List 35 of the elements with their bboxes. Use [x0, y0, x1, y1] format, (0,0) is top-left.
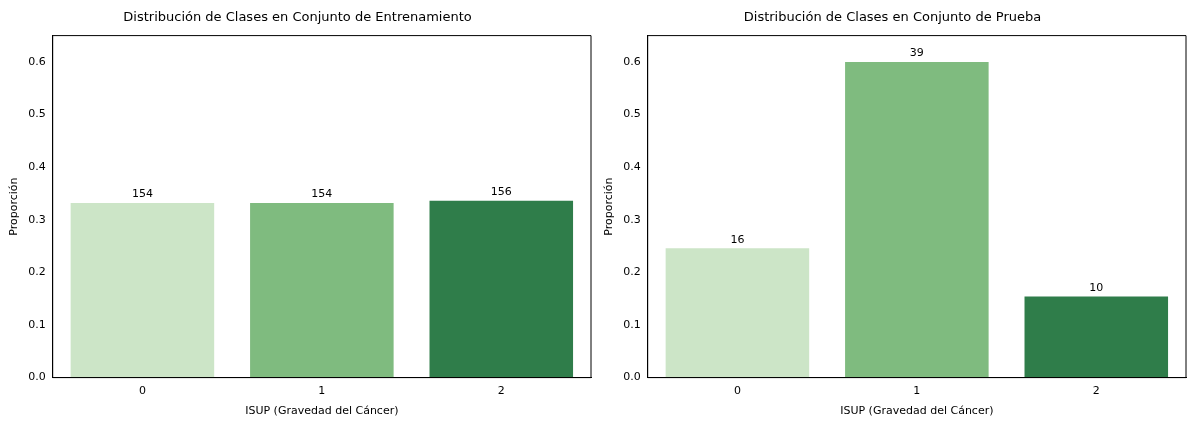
- annotation: 154: [311, 187, 333, 201]
- x-axis-title: ISUP (Gravedad del Cáncer): [840, 404, 994, 418]
- x-axis-title: ISUP (Gravedad del Cáncer): [245, 404, 399, 418]
- annotation: 156: [490, 185, 512, 199]
- y-tick-label: 0.0: [623, 370, 641, 384]
- bar: [845, 61, 989, 378]
- annotation: 154: [131, 187, 153, 201]
- y-tick-label: 0.3: [28, 212, 46, 226]
- x-tick-label: 1: [318, 384, 326, 398]
- chart-title: Distribución de Clases en Conjunto de Prueba: [743, 9, 1042, 25]
- annotation: 39: [909, 46, 924, 60]
- y-tick-label: 0.0: [28, 370, 46, 384]
- y-axis-title: Proporción: [602, 177, 616, 236]
- y-tick-label: 0.6: [28, 54, 46, 68]
- x-tick-label: 0: [138, 384, 146, 398]
- bar: [1024, 296, 1169, 378]
- annotation: 10: [1089, 280, 1104, 294]
- x-tick-label: 1: [913, 384, 921, 398]
- x-tick-label: 2: [1092, 384, 1100, 398]
- y-tick-label: 0.2: [623, 265, 641, 279]
- y-axis-title: Proporción: [7, 177, 21, 236]
- y-tick-label: 0.5: [623, 107, 641, 121]
- y-tick-label: 0.1: [623, 317, 641, 331]
- y-tick-label: 0.6: [623, 54, 641, 68]
- y-tick-label: 0.3: [623, 212, 641, 226]
- y-tick-label: 0.4: [623, 160, 641, 173]
- chart-title: Distribución de Clases en Conjunto de Entrenamiento: [123, 9, 472, 25]
- x-tick-label: 2: [497, 384, 505, 398]
- x-tick-label: 0: [733, 384, 741, 398]
- y-tick-label: 0.1: [28, 317, 46, 331]
- bar: [665, 248, 810, 378]
- y-tick-label: 0.5: [28, 107, 46, 121]
- y-tick-label: 0.4: [28, 160, 46, 173]
- annotation: 16: [730, 232, 745, 246]
- y-tick-label: 0.2: [28, 265, 46, 279]
